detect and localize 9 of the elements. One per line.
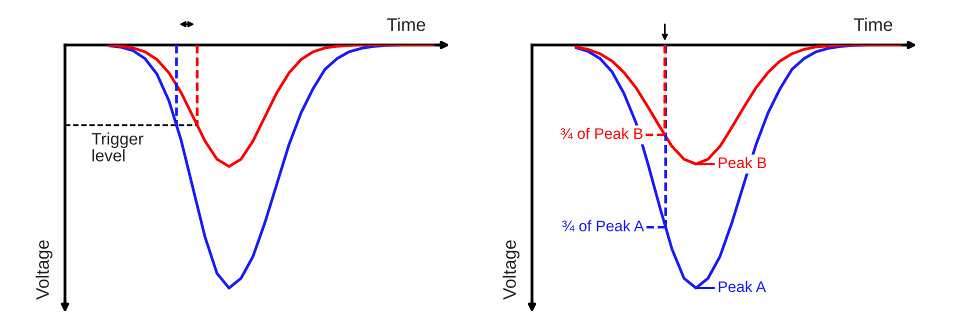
ref-line-label: ¾ of Peak A <box>562 220 644 232</box>
ref-line-label: ¾ of Peak B <box>560 128 642 140</box>
x-axis-title: Time <box>386 18 426 32</box>
ref-line-label: Trigger level <box>92 132 144 162</box>
x-axis-title: Time <box>854 18 892 32</box>
y-axis-title: Voltage <box>36 240 53 300</box>
legend-label: Peak A <box>718 280 766 292</box>
y-axis-title: Voltage <box>502 240 520 300</box>
legend-label: Peak B <box>718 156 766 168</box>
